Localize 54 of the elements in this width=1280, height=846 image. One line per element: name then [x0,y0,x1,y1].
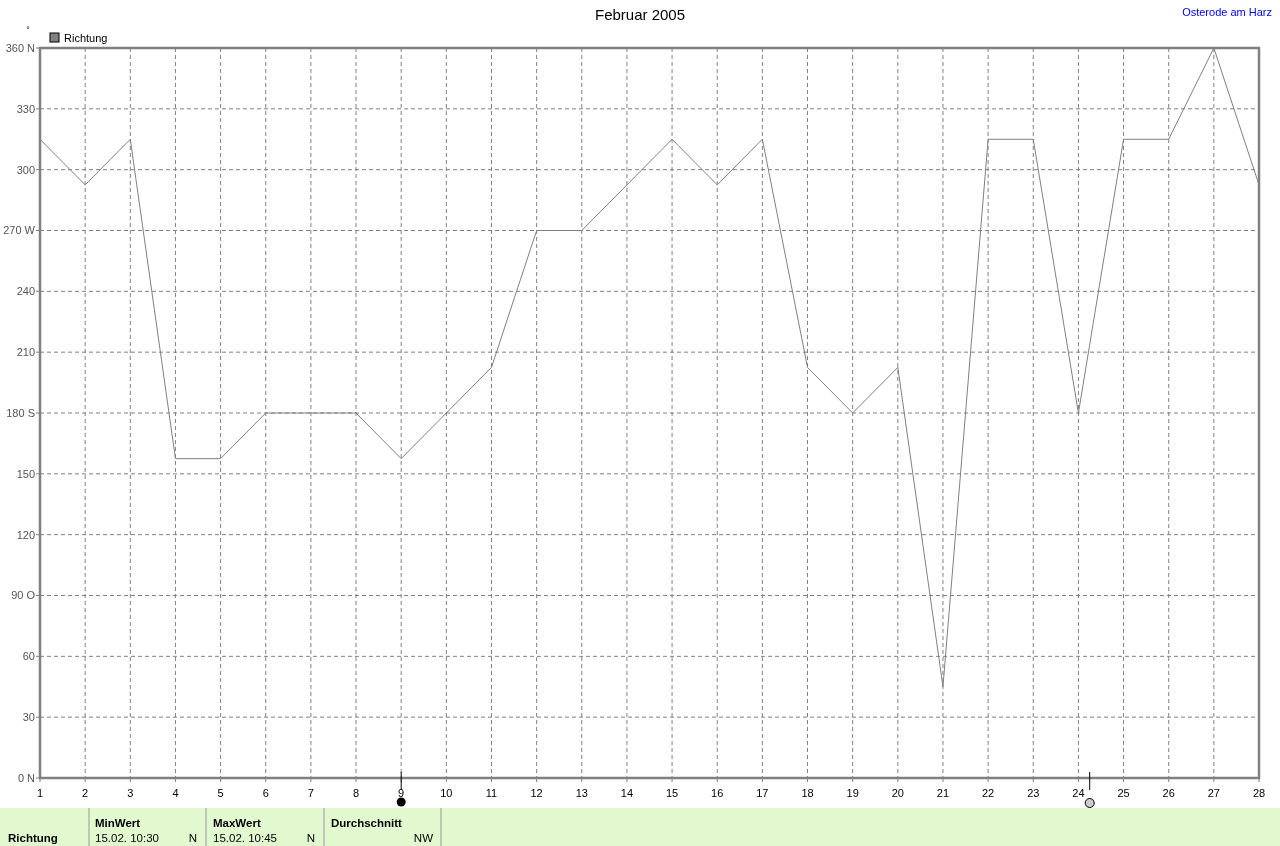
x-tick-label: 5 [217,787,224,799]
text: 15.02. 10:30 [95,832,159,844]
x-tick-label: 25 [1117,787,1130,799]
x-tick-label: 18 [801,787,814,799]
x-tick-label: 4 [172,787,179,799]
x-tick-label: 24 [1072,787,1085,799]
x-tick-label: 7 [307,787,314,799]
x-tick-label: 13 [575,787,588,799]
x-tick-label: 16 [711,787,724,799]
x-tick-label: 9 [398,787,405,799]
y-tick-label: 300 [16,163,35,176]
x-tick-label: 22 [981,787,995,799]
x-tick-label: 15 [665,787,679,799]
x-tick-label: 10 [440,787,453,799]
y-tick-label: 210 [16,346,35,359]
y-tick-label: 360 N [5,41,36,54]
y-tick-label: 240 [16,285,35,298]
x-tick-label: 8 [352,787,360,799]
y-tick-label: 150 [16,467,35,480]
x-tick-label: 3 [127,787,134,799]
x-tick-label: 28 [1252,787,1266,799]
y-tick-label: 180 S [6,406,35,419]
legend-label: Richtung [64,31,108,44]
text: MinWert [95,817,141,829]
x-tick-label: 2 [82,787,89,799]
x-tick-label: 1 [36,787,44,799]
text: Durchschnitt [331,817,403,829]
chart-title: Februar 2005 [594,6,686,23]
x-tick-label: 11 [485,787,498,799]
text: N [306,832,315,844]
text: Richtung [8,832,58,844]
x-tick-label: 27 [1207,787,1220,799]
y-axis-title: ° [26,25,31,35]
text: MaxWert [213,817,261,829]
y-tick-label: 90 O [11,589,36,602]
x-tick-label: 23 [1027,787,1040,799]
y-tick-label: 0 N [17,771,36,784]
x-tick-label: 21 [936,787,950,799]
x-tick-label: 26 [1162,787,1175,799]
x-tick-label: 20 [891,787,904,799]
x-tick-label: 17 [756,787,769,799]
x-tick-label: 12 [530,787,543,799]
x-tick-label: 14 [620,787,634,799]
x-tick-label: 6 [262,787,269,799]
y-tick-label: 30 [22,711,35,724]
y-tick-label: 270 W [3,224,36,237]
text: 15.02. 10:45 [213,832,277,844]
y-tick-label: 120 [16,528,35,541]
y-tick-label: 330 [16,102,35,115]
text: NW [413,832,434,844]
y-tick-label: 60 [22,650,35,663]
text: N [188,832,197,844]
text: Osterode am Harz [1182,6,1272,18]
x-tick-label: 19 [846,787,859,799]
